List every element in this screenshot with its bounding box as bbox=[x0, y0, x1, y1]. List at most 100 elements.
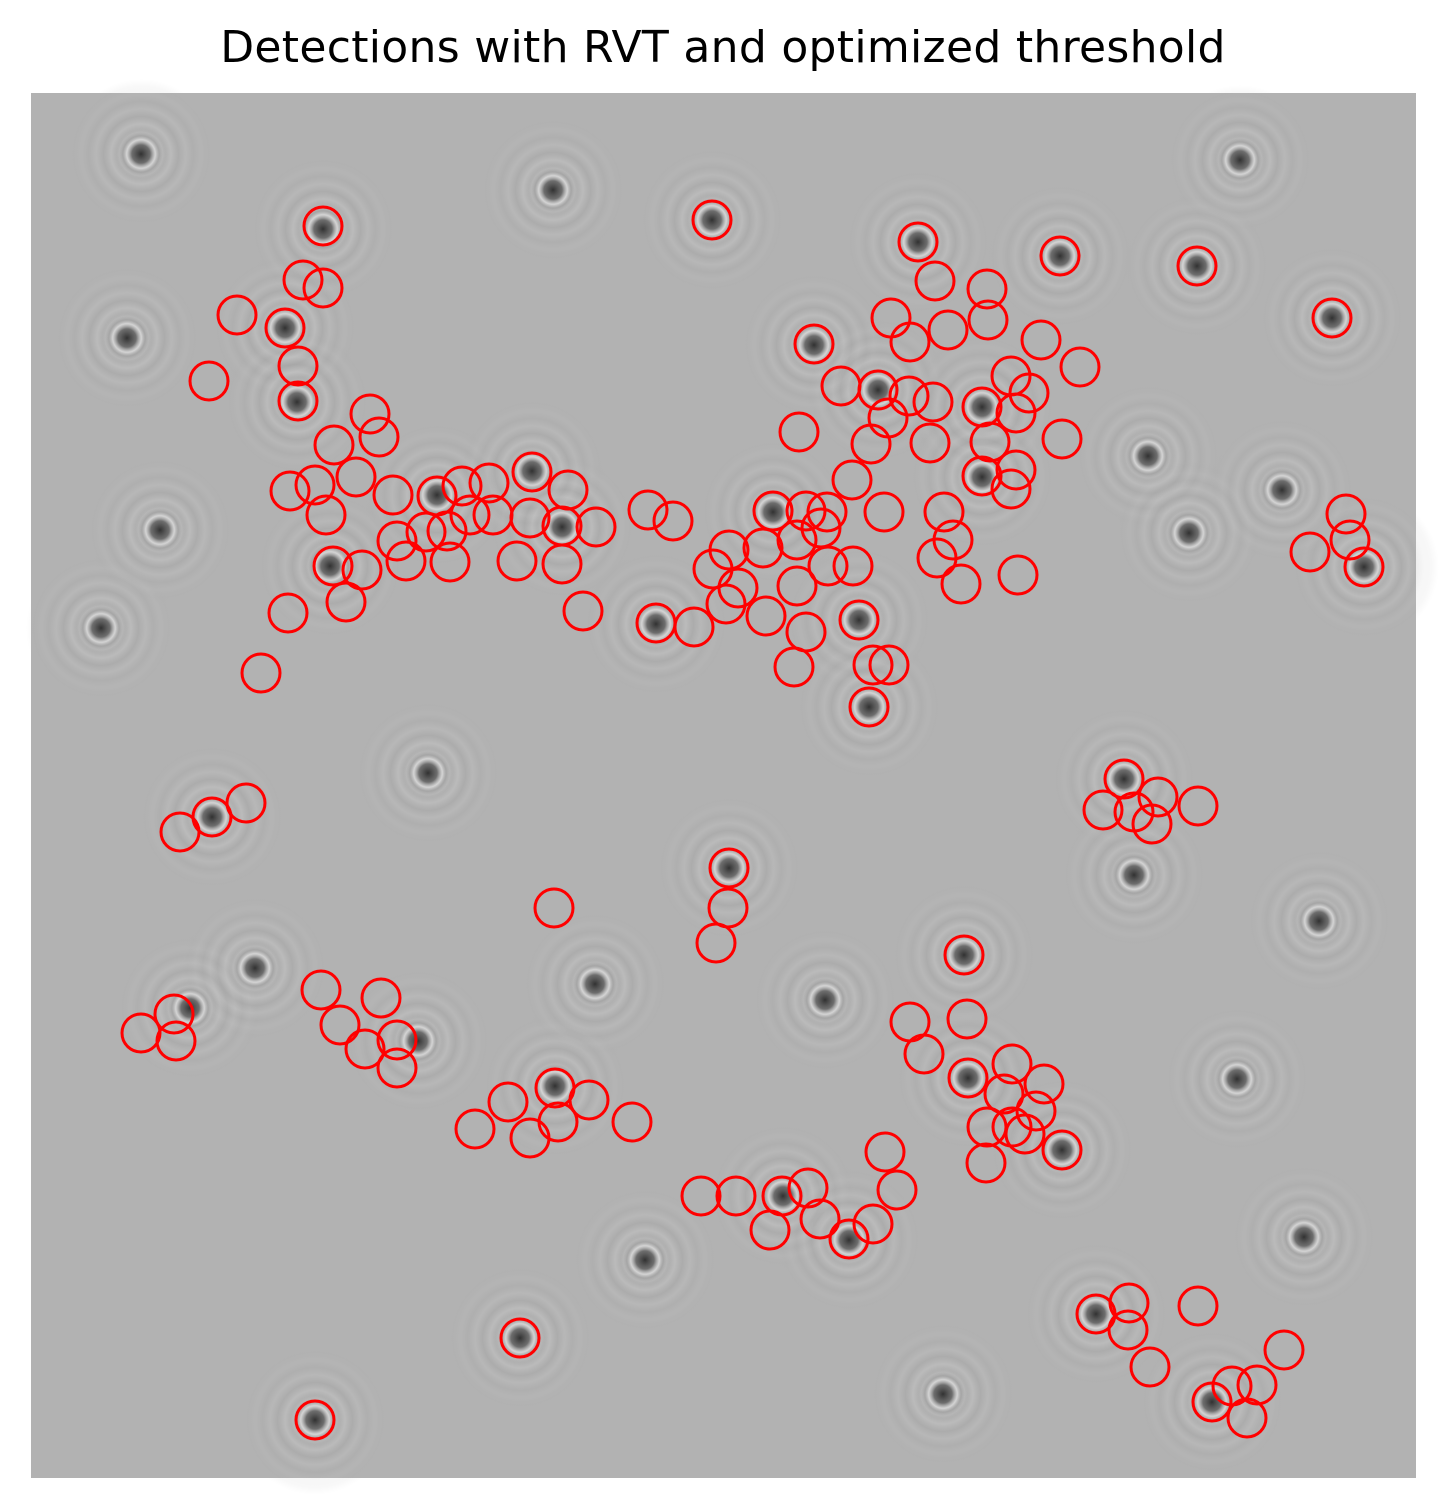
detection-marker bbox=[914, 260, 956, 302]
detection-marker bbox=[264, 307, 306, 349]
detection-marker bbox=[240, 652, 282, 694]
detection-marker bbox=[1041, 1129, 1083, 1171]
detection-marker bbox=[776, 519, 818, 561]
detection-marker bbox=[349, 393, 391, 435]
detection-marker bbox=[269, 470, 311, 512]
particle bbox=[229, 942, 281, 994]
detection-marker bbox=[1015, 1090, 1057, 1132]
detection-marker bbox=[983, 1073, 1025, 1115]
detection-marker bbox=[990, 468, 1032, 510]
detection-marker bbox=[509, 497, 551, 539]
particle bbox=[527, 164, 579, 216]
detection-marker bbox=[449, 494, 491, 536]
detection-marker bbox=[927, 309, 969, 351]
detection-marker bbox=[752, 490, 794, 532]
particle bbox=[1122, 430, 1174, 482]
detection-marker bbox=[405, 511, 447, 553]
detection-marker bbox=[487, 1081, 529, 1123]
detection-marker bbox=[967, 299, 1009, 341]
detection-marker bbox=[652, 500, 694, 542]
detection-marker bbox=[916, 537, 958, 579]
detection-marker bbox=[1289, 531, 1331, 573]
detection-marker bbox=[294, 1399, 336, 1441]
detection-marker bbox=[511, 451, 553, 493]
detection-marker bbox=[441, 465, 483, 507]
detection-marker bbox=[499, 1317, 541, 1359]
detection-marker bbox=[785, 490, 827, 532]
particle bbox=[917, 1368, 969, 1420]
detection-marker bbox=[302, 267, 344, 309]
detection-marker bbox=[680, 1175, 722, 1217]
detection-marker bbox=[848, 686, 890, 728]
detection-marker bbox=[828, 1218, 870, 1260]
detection-marker bbox=[943, 934, 985, 976]
detection-marker bbox=[426, 510, 468, 552]
detection-marker bbox=[267, 592, 309, 634]
detection-marker bbox=[991, 1043, 1033, 1085]
particle bbox=[1211, 1053, 1263, 1105]
detection-marker bbox=[568, 1079, 610, 1121]
detection-marker bbox=[695, 922, 737, 964]
detection-marker bbox=[852, 1203, 894, 1245]
detection-marker bbox=[673, 606, 715, 648]
detection-marker bbox=[909, 422, 951, 464]
detection-marker bbox=[776, 565, 818, 607]
detection-marker bbox=[376, 1019, 418, 1061]
detection-marker bbox=[715, 1175, 757, 1217]
detection-marker bbox=[742, 527, 784, 569]
detection-marker bbox=[153, 993, 195, 1035]
detection-marker bbox=[1039, 235, 1081, 277]
particle bbox=[569, 958, 621, 1010]
detection-marker bbox=[575, 506, 617, 548]
particle bbox=[101, 312, 153, 364]
detection-marker bbox=[1082, 789, 1124, 831]
detection-marker bbox=[995, 449, 1037, 491]
detection-marker bbox=[946, 998, 988, 1040]
detection-marker bbox=[793, 323, 835, 365]
detection-marker bbox=[300, 969, 342, 1011]
detection-marker bbox=[691, 199, 733, 241]
particle bbox=[1163, 507, 1215, 559]
particle bbox=[134, 504, 186, 556]
particle bbox=[1293, 895, 1345, 947]
detection-marker bbox=[1129, 1346, 1171, 1388]
detection-marker bbox=[852, 644, 894, 686]
detection-marker bbox=[947, 1057, 989, 1099]
detection-marker bbox=[562, 590, 604, 632]
detection-marker bbox=[1004, 1113, 1046, 1155]
detection-marker bbox=[277, 380, 319, 422]
detection-marker bbox=[831, 459, 873, 501]
detection-marker bbox=[940, 563, 982, 605]
detection-marker bbox=[778, 411, 820, 453]
detection-marker bbox=[155, 1020, 197, 1062]
detection-marker bbox=[903, 1033, 945, 1075]
detection-marker bbox=[868, 644, 910, 686]
detection-marker bbox=[319, 1004, 361, 1046]
detection-marker bbox=[1226, 1397, 1268, 1439]
detection-marker bbox=[385, 540, 427, 582]
detection-marker bbox=[1329, 519, 1371, 561]
particle bbox=[392, 1015, 444, 1067]
detection-marker bbox=[806, 491, 848, 533]
detection-marker bbox=[1263, 1329, 1305, 1371]
detection-marker bbox=[876, 1169, 918, 1211]
detection-marker bbox=[773, 646, 815, 688]
detection-marker bbox=[533, 887, 575, 929]
detection-marker bbox=[1177, 785, 1219, 827]
detection-marker bbox=[912, 381, 954, 423]
detection-marker bbox=[745, 595, 787, 637]
detection-marker bbox=[312, 545, 354, 587]
detection-marker bbox=[838, 599, 880, 641]
detection-marker bbox=[454, 1108, 496, 1150]
detection-marker bbox=[1041, 418, 1083, 460]
detection-marker bbox=[705, 583, 747, 625]
detection-marker bbox=[496, 540, 538, 582]
detection-marker bbox=[799, 1198, 841, 1240]
detection-marker bbox=[277, 345, 319, 387]
detection-marker bbox=[1103, 758, 1145, 800]
detection-marker bbox=[832, 545, 874, 587]
detection-marker bbox=[889, 321, 931, 363]
detection-marker bbox=[1131, 803, 1173, 845]
detection-marker bbox=[965, 1142, 1007, 1184]
